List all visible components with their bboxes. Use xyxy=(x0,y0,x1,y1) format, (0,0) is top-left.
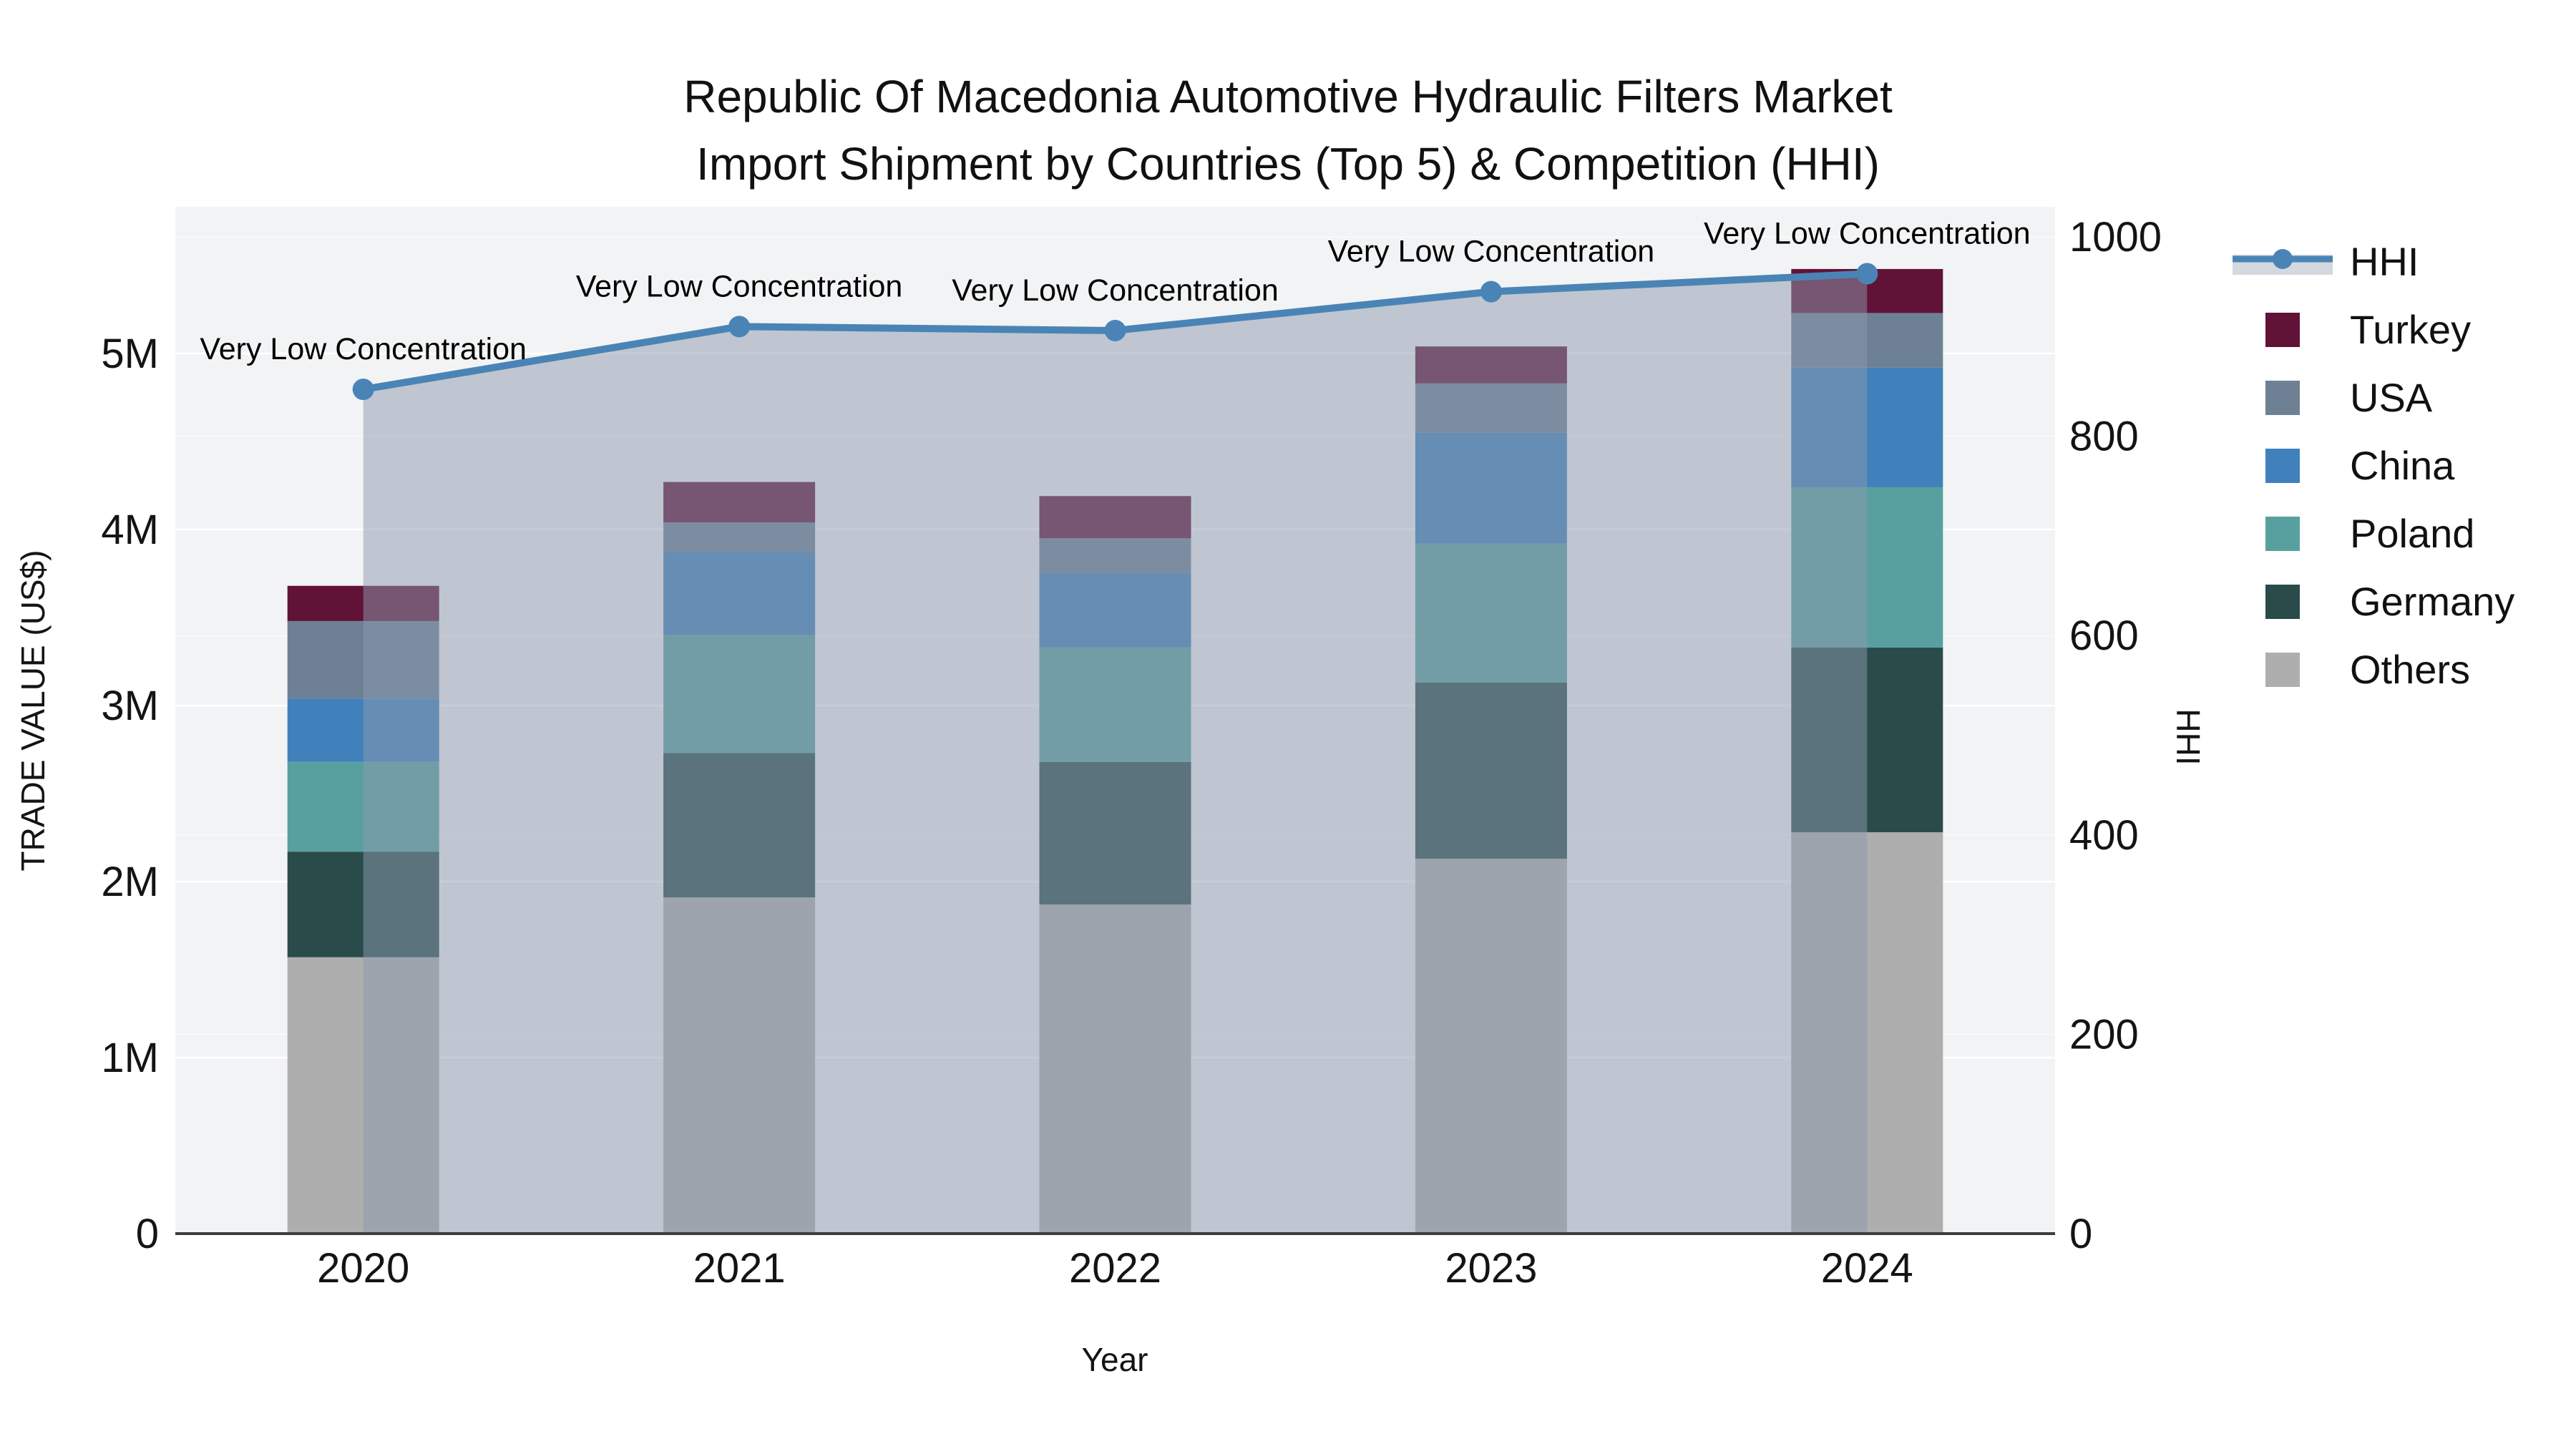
legend-swatch xyxy=(2265,652,2300,687)
x-tick-2021: 2021 xyxy=(693,1245,786,1292)
germany-swatch-icon xyxy=(2233,584,2333,619)
left-tick-2M: 2M xyxy=(101,859,159,905)
x-tick-2022: 2022 xyxy=(1069,1245,1161,1292)
left-tick-3M: 3M xyxy=(101,683,159,729)
usa-swatch-icon xyxy=(2233,380,2333,415)
legend-swatch xyxy=(2265,380,2300,415)
legend-swatch xyxy=(2265,312,2300,347)
left-tick-5M: 5M xyxy=(101,331,159,377)
legend-item-turkey[interactable]: Turkey xyxy=(2233,296,2514,364)
x-tick-2020: 2020 xyxy=(317,1245,409,1292)
legend-label: China xyxy=(2350,443,2455,488)
hhi-legend-marker xyxy=(2273,248,2293,269)
left-tick-0: 0 xyxy=(136,1211,159,1257)
right-tick-400: 400 xyxy=(2069,812,2139,859)
x-tick-2023: 2023 xyxy=(1445,1245,1537,1292)
legend-swatch xyxy=(2265,448,2300,483)
legend-label: Turkey xyxy=(2350,307,2472,352)
legend: HHI Turkey USA China Poland Germany Others xyxy=(2233,228,2514,703)
hhi-area-fill xyxy=(363,273,1868,1234)
legend-item-hhi[interactable]: HHI xyxy=(2233,228,2514,296)
legend-item-others[interactable]: Others xyxy=(2233,635,2514,703)
chart-title: Republic Of Macedonia Automotive Hydraul… xyxy=(0,63,2576,197)
hhi-annotation-2022: Very Low Concentration xyxy=(952,273,1279,308)
hhi-annotation-2024: Very Low Concentration xyxy=(1704,217,2031,251)
left-tick-1M: 1M xyxy=(101,1035,159,1081)
hhi-point-2021[interactable] xyxy=(728,316,751,338)
hhi-point-2022[interactable] xyxy=(1104,319,1126,341)
right-tick-200: 200 xyxy=(2069,1011,2139,1058)
hhi-point-2024[interactable] xyxy=(1856,263,1878,285)
right-tick-0: 0 xyxy=(2069,1211,2092,1257)
x-tick-2024: 2024 xyxy=(1821,1245,1913,1292)
legend-label: Others xyxy=(2350,647,2471,692)
legend-item-usa[interactable]: USA xyxy=(2233,364,2514,431)
right-tick-600: 600 xyxy=(2069,613,2139,659)
right-axis-title: HHI xyxy=(2170,708,2207,766)
legend-label: USA xyxy=(2350,375,2433,420)
turkey-swatch-icon xyxy=(2233,312,2333,347)
others-swatch-icon xyxy=(2233,652,2333,687)
left-tick-4M: 4M xyxy=(101,507,159,553)
hhi-line-icon xyxy=(2233,239,2333,285)
hhi-annotation-2021: Very Low Concentration xyxy=(576,269,903,303)
hhi-annotation-2020: Very Low Concentration xyxy=(200,332,527,366)
chart-title-line2: Import Shipment by Countries (Top 5) & C… xyxy=(696,138,1880,190)
left-axis-title: TRADE VALUE (US$) xyxy=(14,550,52,872)
hhi-annotation-2023: Very Low Concentration xyxy=(1328,235,1655,269)
right-tick-1000: 1000 xyxy=(2069,214,2162,260)
legend-swatch xyxy=(2265,516,2300,551)
chart-title-line1: Republic Of Macedonia Automotive Hydraul… xyxy=(683,71,1893,122)
legend-label: HHI xyxy=(2350,239,2419,284)
hhi-point-2023[interactable] xyxy=(1480,280,1502,303)
legend-item-poland[interactable]: Poland xyxy=(2233,499,2514,567)
legend-label: Poland xyxy=(2350,511,2475,556)
legend-label: Germany xyxy=(2350,579,2515,624)
legend-item-germany[interactable]: Germany xyxy=(2233,567,2514,635)
hhi-legend-sample xyxy=(2233,248,2333,275)
hhi-point-2020[interactable] xyxy=(352,379,374,401)
china-swatch-icon xyxy=(2233,448,2333,483)
legend-item-china[interactable]: China xyxy=(2233,431,2514,499)
x-axis-title: Year xyxy=(1081,1341,1148,1378)
poland-swatch-icon xyxy=(2233,516,2333,551)
right-tick-800: 800 xyxy=(2069,414,2139,460)
legend-swatch xyxy=(2265,584,2300,619)
